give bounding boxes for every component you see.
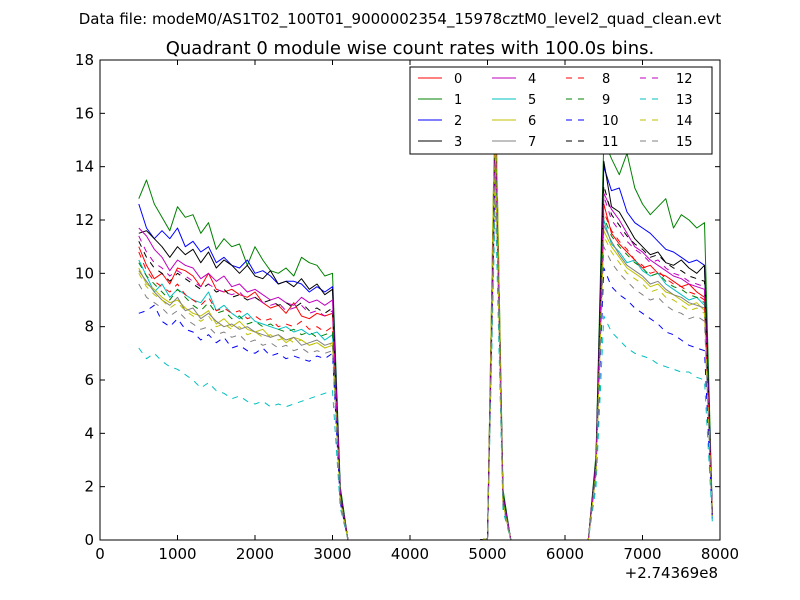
series-line-13 (138, 198, 713, 540)
series-line-1 (138, 80, 713, 540)
legend-label-8: 8 (602, 72, 610, 87)
series-line-4 (138, 120, 713, 540)
y-tick-label: 12 (75, 211, 94, 229)
legend-label-6: 6 (528, 114, 536, 129)
x-tick-label: 0 (95, 545, 105, 563)
chart-title: Quadrant 0 module wise count rates with … (166, 38, 655, 59)
series-line-5 (138, 144, 713, 540)
legend-label-12: 12 (676, 72, 693, 87)
legend-label-2: 2 (454, 114, 462, 129)
series-lines (138, 75, 713, 540)
series-line-6 (138, 75, 713, 540)
legend-label-15: 15 (676, 135, 693, 150)
legend-label-0: 0 (454, 72, 462, 87)
legend-label-9: 9 (602, 93, 610, 108)
y-tick-label: 0 (84, 531, 94, 549)
y-tick-label: 18 (75, 51, 94, 69)
series-line-15 (138, 160, 713, 540)
y-tick-label: 2 (84, 478, 94, 496)
plot-frame (99, 59, 721, 541)
legend-label-3: 3 (454, 135, 462, 150)
y-tick-label: 16 (75, 104, 94, 122)
legend-label-10: 10 (602, 114, 619, 129)
series-line-0 (138, 131, 713, 540)
series-line-11 (138, 126, 713, 540)
legend-label-13: 13 (676, 93, 693, 108)
legend-label-1: 1 (454, 93, 462, 108)
axis-ticks: 0 1000 2000 3000 4000 5000 6000 7000 80000246810… (75, 51, 739, 563)
x-tick-label: 6000 (546, 545, 584, 563)
legend-frame (409, 66, 713, 155)
y-tick-label: 4 (84, 424, 94, 442)
series-line-10 (138, 166, 713, 540)
x-tick-label: 3000 (313, 545, 351, 563)
legend-label-5: 5 (528, 93, 536, 108)
legend-label-4: 4 (528, 72, 536, 87)
series-line-3 (138, 112, 713, 540)
x-tick-label: 4000 (391, 545, 429, 563)
x-tick-label: 2000 (236, 545, 274, 563)
series-line-9 (138, 136, 713, 540)
x-tick-label: 7000 (623, 545, 661, 563)
y-tick-label: 14 (75, 158, 94, 176)
series-line-12 (138, 134, 713, 540)
series-line-8 (138, 139, 713, 540)
chart-suptitle: Data file: modeM0/AS1T02_100T01_90000023… (79, 10, 722, 29)
x-tick-label: 8000 (701, 545, 739, 563)
y-tick-label: 6 (84, 371, 94, 389)
y-tick-label: 8 (84, 318, 94, 336)
y-tick-label: 10 (75, 264, 94, 282)
x-offset-label: +2.74369e8 (625, 564, 718, 582)
series-line-2 (138, 107, 713, 540)
legend-label-14: 14 (676, 114, 693, 129)
legend-label-11: 11 (602, 135, 619, 150)
x-tick-label: 5000 (468, 545, 506, 563)
legend-label-7: 7 (528, 135, 536, 150)
series-line-7 (138, 150, 713, 540)
x-tick-label: 1000 (158, 545, 196, 563)
